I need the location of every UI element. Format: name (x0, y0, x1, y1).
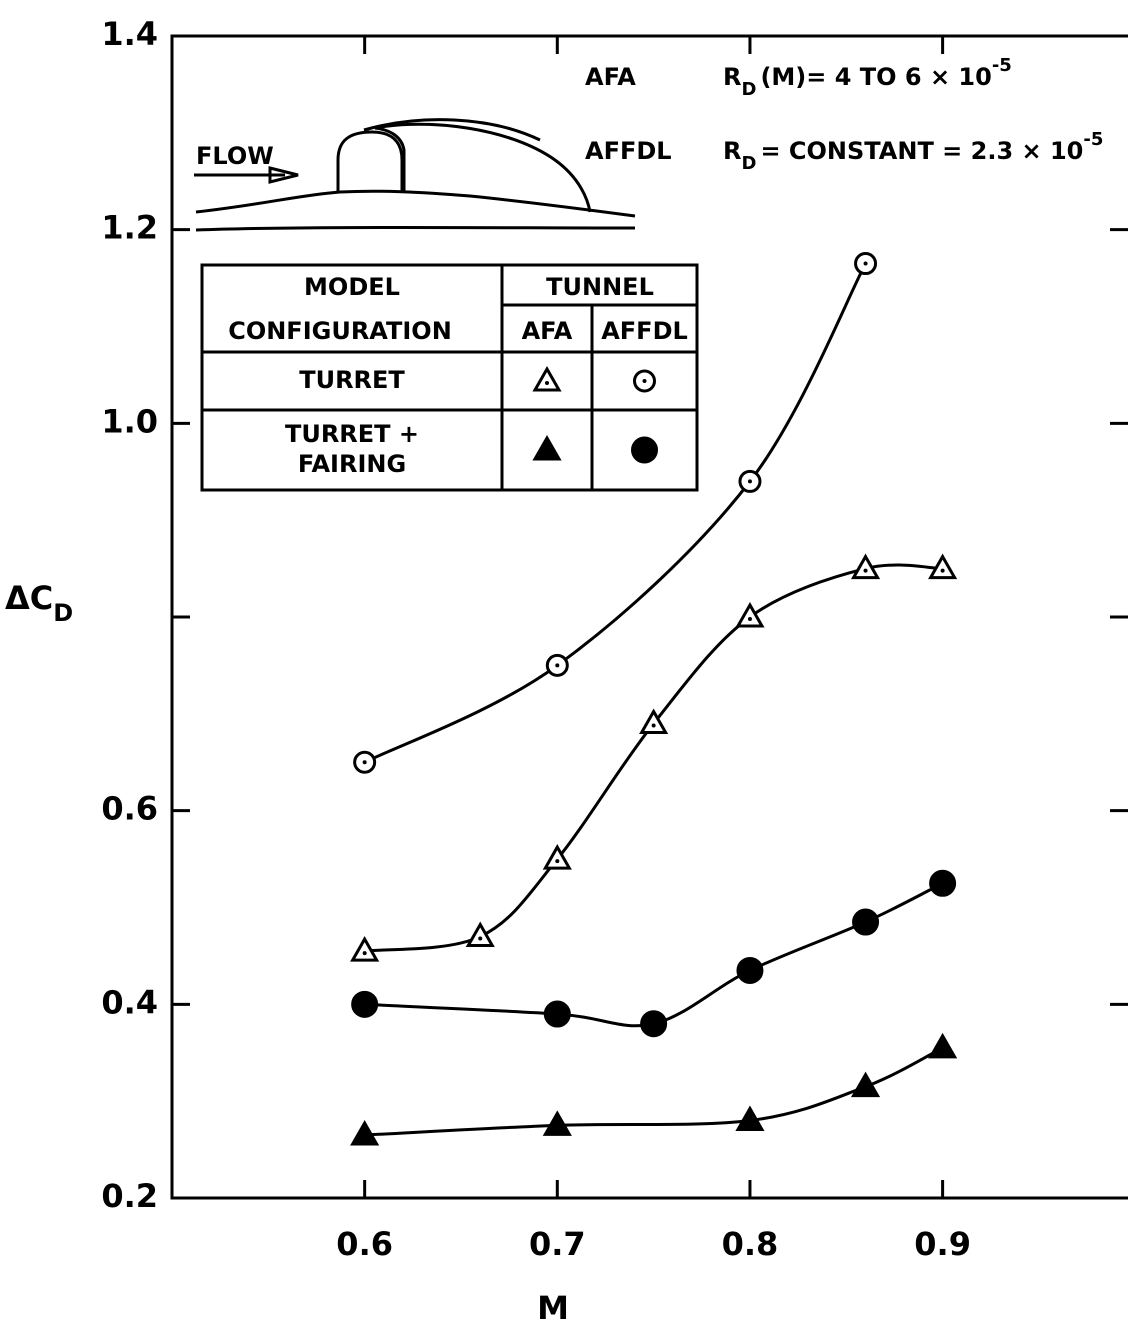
subscript: D (741, 153, 756, 174)
marker (532, 434, 562, 461)
marker (928, 1032, 958, 1059)
y-axis-label-main: ΔC (5, 579, 53, 617)
series-line (364, 563, 943, 953)
marker (735, 1105, 765, 1132)
marker-dot (555, 859, 560, 864)
y-tick-label: 0.2 (101, 1177, 158, 1215)
marker-dot (747, 617, 752, 621)
marker (640, 1010, 668, 1038)
marker-dot (478, 936, 483, 941)
annotation: RD = CONSTANT = 2.3 × 10-5 (723, 129, 1103, 174)
annotation: FLOW (196, 142, 274, 170)
annotation-text: AFFDL (585, 137, 672, 165)
legend-header: MODEL (304, 273, 400, 301)
marker (351, 990, 379, 1018)
marker (532, 365, 562, 392)
annotation: AFFDL (585, 137, 672, 165)
marker (350, 936, 380, 962)
marker (542, 844, 572, 870)
y-tick-label: 1.0 (101, 402, 158, 440)
marker (639, 708, 669, 735)
marker-dot (863, 568, 868, 573)
y-tick-label: 0.6 (101, 790, 158, 828)
x-axis-label: M (537, 1289, 569, 1327)
annotation: AFA (585, 63, 636, 91)
legend-row: FAIRING (298, 450, 406, 478)
y-tick-label: 0.4 (101, 983, 158, 1021)
series-line (363, 262, 867, 764)
legend-header: CONFIGURATION (228, 317, 452, 345)
series-line (364, 1046, 944, 1137)
annotation-text: (M)= 4 TO 6 × 10 (760, 63, 991, 91)
marker-dot (940, 568, 945, 573)
marker-dot (642, 379, 647, 383)
marker-dot (555, 663, 560, 668)
annotation-text: = CONSTANT = 2.3 × 10 (760, 137, 1083, 165)
annotation-text: FLOW (196, 142, 274, 170)
y-axis-label-sub: D (53, 599, 73, 627)
legend-group: TUNNEL (546, 273, 654, 301)
annotation-text: R (723, 137, 741, 165)
marker (631, 436, 658, 464)
subscript: D (741, 79, 756, 100)
x-tick-label: 0.7 (529, 1225, 586, 1263)
legend-row: TURRET + (285, 420, 419, 448)
annotation: RD (M)= 4 TO 6 × 10-5 (723, 55, 1012, 100)
marker (542, 1110, 572, 1136)
x-tick-label: 0.9 (914, 1225, 971, 1263)
legend-column: AFA (522, 317, 573, 345)
marker (928, 553, 958, 580)
marker (465, 921, 495, 948)
x-tick-label: 0.8 (722, 1225, 779, 1263)
superscript: -5 (992, 55, 1012, 76)
legend-column: AFFDL (601, 317, 688, 345)
marker (736, 956, 764, 984)
legend-row: TURRET (299, 366, 405, 394)
superscript: -5 (1083, 129, 1103, 150)
legend-table: MODEL CONFIGURATION TUNNEL AFA AFFDL TURRET TU… (200, 263, 699, 492)
y-tick-label: 1.2 (101, 209, 158, 247)
marker-dot (651, 723, 656, 728)
annotation-text: AFA (585, 63, 636, 91)
marker-dot (863, 261, 868, 266)
series-line (364, 881, 944, 1028)
marker (543, 1000, 571, 1028)
marker (850, 1071, 881, 1098)
annotation-text: R (723, 63, 741, 91)
marker-dot (362, 760, 367, 765)
x-tick-label: 0.6 (336, 1225, 393, 1263)
marker (850, 553, 881, 580)
y-axis-label: ΔCD (5, 579, 73, 627)
marker (852, 908, 880, 936)
marker (929, 869, 957, 897)
marker-dot (545, 381, 549, 385)
marker-dot (362, 951, 367, 956)
marker (735, 601, 765, 628)
marker-dot (747, 479, 752, 484)
legend-border (200, 263, 699, 492)
y-tick-label: 1.4 (101, 15, 158, 53)
flow-sketch (194, 118, 636, 232)
marker (350, 1120, 380, 1146)
